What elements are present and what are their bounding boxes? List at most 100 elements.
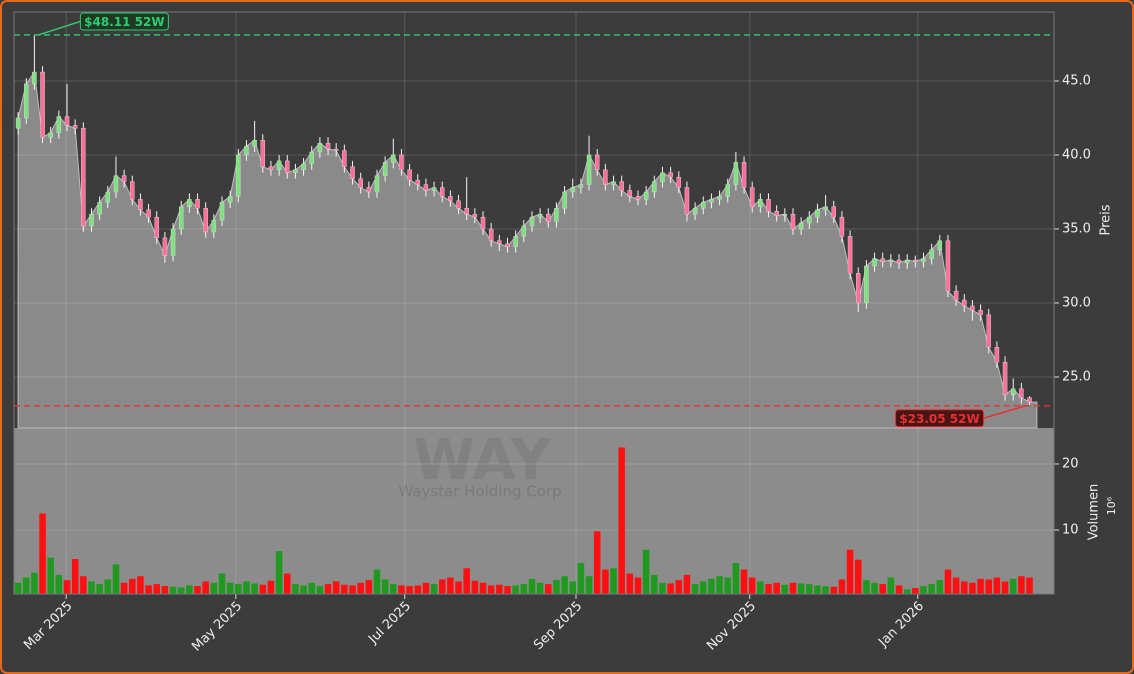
candle-body [823, 206, 828, 210]
volume-bar [773, 582, 780, 594]
plot-border [13, 11, 1055, 595]
volume-bar [553, 580, 560, 594]
volume-bar [177, 587, 185, 594]
volume-bar [267, 580, 275, 594]
candle-body [358, 178, 363, 188]
volume-bar [145, 585, 152, 594]
company-watermark: Waystar Holding Corp [398, 483, 561, 501]
candle-body [570, 187, 575, 193]
volume-bar [430, 584, 438, 594]
candle-body [692, 208, 698, 215]
volume-bar [691, 584, 699, 594]
volume-bar [928, 584, 935, 594]
candle-body [970, 305, 975, 311]
y-axis-label: Volumen [1087, 484, 1102, 541]
volume-bar [887, 577, 895, 594]
candle-body [537, 213, 543, 218]
volume-bar [675, 580, 683, 594]
y-tick-label: 35.0 [1062, 221, 1091, 236]
volume-bar [283, 573, 291, 594]
candle-body [431, 187, 437, 191]
y-tick-label: 40.0 [1062, 147, 1091, 162]
volume-bar [71, 559, 79, 594]
volume-bar [251, 583, 258, 594]
symbol-watermark: WAY [413, 428, 552, 493]
volume-bar [22, 577, 30, 594]
volume-bar [806, 584, 813, 594]
volume-bar [814, 585, 821, 594]
volume-bar [137, 576, 144, 594]
candle-body [790, 213, 796, 230]
candle-body [382, 162, 388, 176]
volume-bar [1009, 578, 1017, 594]
candle-body [293, 169, 298, 173]
candle-body [399, 154, 404, 170]
volume-bar [683, 574, 691, 594]
candle-body [953, 290, 959, 301]
volume-bar [300, 585, 307, 594]
annotation-arrow [38, 20, 81, 36]
volume-bar [202, 581, 209, 594]
volume-bar [912, 588, 919, 594]
candle-body [913, 259, 918, 262]
candle-body [333, 148, 339, 151]
candle-body [236, 154, 241, 197]
candle-body [366, 187, 372, 193]
candle-body [170, 228, 176, 256]
volume-bar [528, 578, 536, 594]
candle-body [374, 175, 380, 193]
volume-bar [422, 582, 430, 594]
volume-bar [341, 584, 348, 594]
volume-bar [218, 573, 226, 594]
y-offset-label: 10⁶ [1105, 496, 1118, 515]
volume-bar [536, 582, 544, 594]
volume-bar [716, 576, 723, 594]
volume-bar [496, 584, 503, 594]
candle-body [815, 209, 820, 218]
candle-body [676, 176, 682, 188]
candle-body [391, 154, 396, 163]
volume-bar [520, 584, 528, 594]
volume-bar [1001, 581, 1009, 594]
candle-body [872, 258, 877, 267]
candle-body [105, 191, 111, 203]
candle-body [268, 166, 274, 170]
volume-bar [651, 574, 658, 594]
annotation-label: $48.11 52W [84, 15, 164, 29]
volume-bar [96, 584, 103, 594]
candle-body [962, 299, 967, 307]
volume-bar [120, 582, 128, 594]
candle-body [986, 314, 991, 348]
candle-body [48, 132, 53, 138]
candle-body [660, 172, 665, 182]
candle-body [350, 166, 355, 179]
candle-body [709, 199, 714, 203]
volume-bar [854, 559, 862, 594]
candle-body [896, 259, 902, 264]
candle-body [864, 265, 869, 304]
volume-bar [47, 557, 54, 594]
candle-body [276, 160, 282, 170]
candle-body [89, 213, 94, 227]
volume-bar [210, 582, 218, 594]
candle-body [766, 199, 771, 212]
volume-bar [1026, 577, 1033, 594]
candle-body [342, 150, 347, 167]
volume-bar [871, 582, 878, 594]
candle-body [154, 216, 159, 239]
volume-bar [104, 579, 112, 594]
annotation-box [79, 12, 169, 31]
candle-body [749, 187, 755, 207]
volume-bar [781, 584, 789, 594]
volume-bar [63, 580, 71, 594]
candle-body [423, 184, 429, 191]
candle-body [244, 145, 249, 156]
y-tick-label: 20 [1062, 456, 1079, 471]
volume-bar [952, 577, 960, 594]
volume-bar [365, 580, 373, 594]
candle-body [439, 187, 445, 197]
candle-body [480, 216, 486, 230]
volume-bar [569, 581, 577, 594]
volume-bar [748, 577, 756, 594]
